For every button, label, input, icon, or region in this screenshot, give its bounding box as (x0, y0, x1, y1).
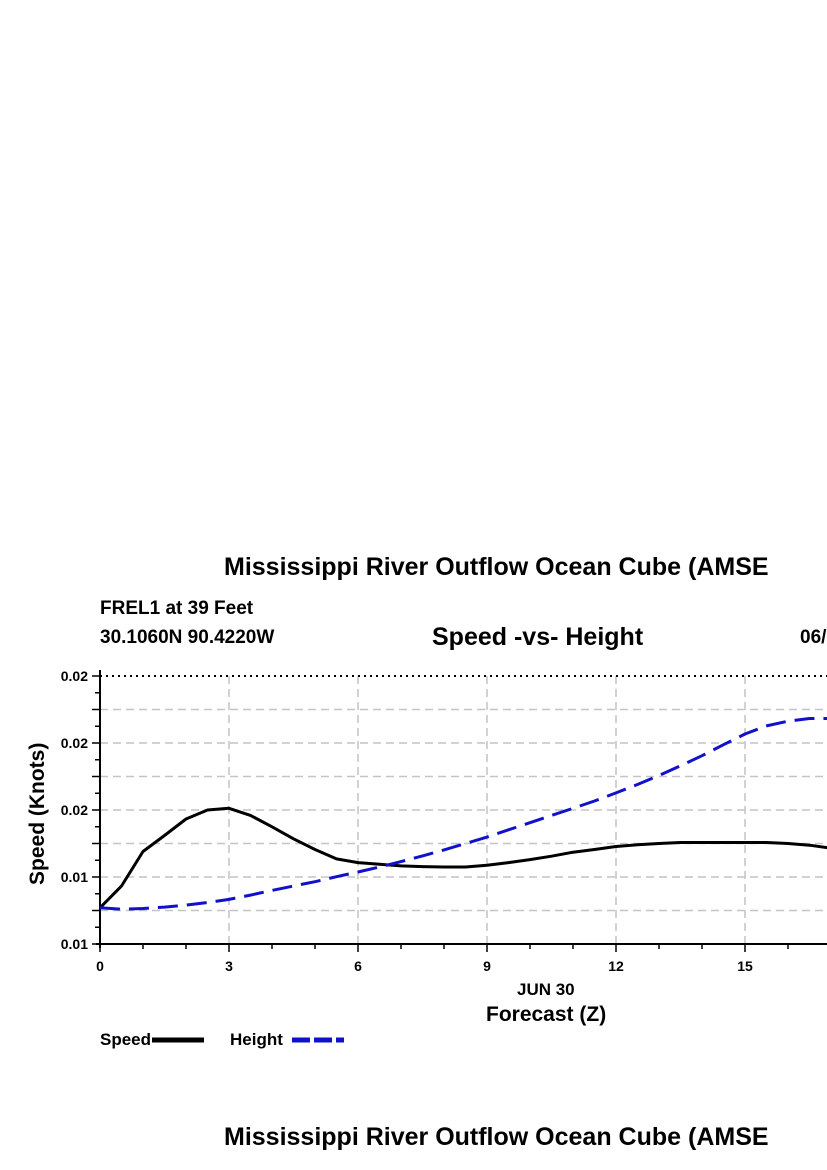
y-tick-label: 0.02 (61, 802, 88, 818)
series-line-height (99, 717, 827, 911)
y-axis-label: Speed (Knots) (26, 743, 49, 885)
x-tick-label: 0 (96, 958, 104, 974)
x-axis-label: Forecast (Z) (486, 1003, 606, 1026)
grid-lines (100, 675, 827, 944)
series-lines (98, 717, 827, 911)
x-tick-label: 12 (608, 958, 624, 974)
axes (96, 670, 827, 948)
y-tick-label: 0.02 (61, 735, 88, 751)
x-tick-label: 3 (225, 958, 233, 974)
station-name: FREL1 at 39 Feet (100, 598, 254, 619)
axis-ticks: 0 3 6 9 12 15 0.01 0.01 0.02 0.02 0.02 (61, 668, 789, 974)
page-title: Mississippi River Outflow Ocean Cube (AM… (224, 553, 769, 581)
legend-label-speed: Speed (100, 1030, 151, 1049)
chart-title: Speed -vs- Height (432, 623, 644, 651)
x-tick-label: 6 (354, 958, 362, 974)
forecast-date: 06/ (800, 627, 827, 648)
x-axis-date-label: JUN 30 (517, 980, 575, 999)
legend: Speed Height (100, 1030, 344, 1049)
y-tick-label: 0.01 (61, 869, 88, 885)
y-tick-label: 0.02 (61, 668, 88, 684)
legend-label-height: Height (230, 1030, 283, 1049)
x-tick-label: 9 (483, 958, 491, 974)
x-tick-label: 15 (737, 958, 753, 974)
page-title-repeat: Mississippi River Outflow Ocean Cube (AM… (224, 1123, 769, 1151)
series-line-speed (98, 806, 827, 909)
station-coords: 30.1060N 90.4220W (100, 627, 274, 648)
y-tick-label: 0.01 (61, 936, 88, 952)
